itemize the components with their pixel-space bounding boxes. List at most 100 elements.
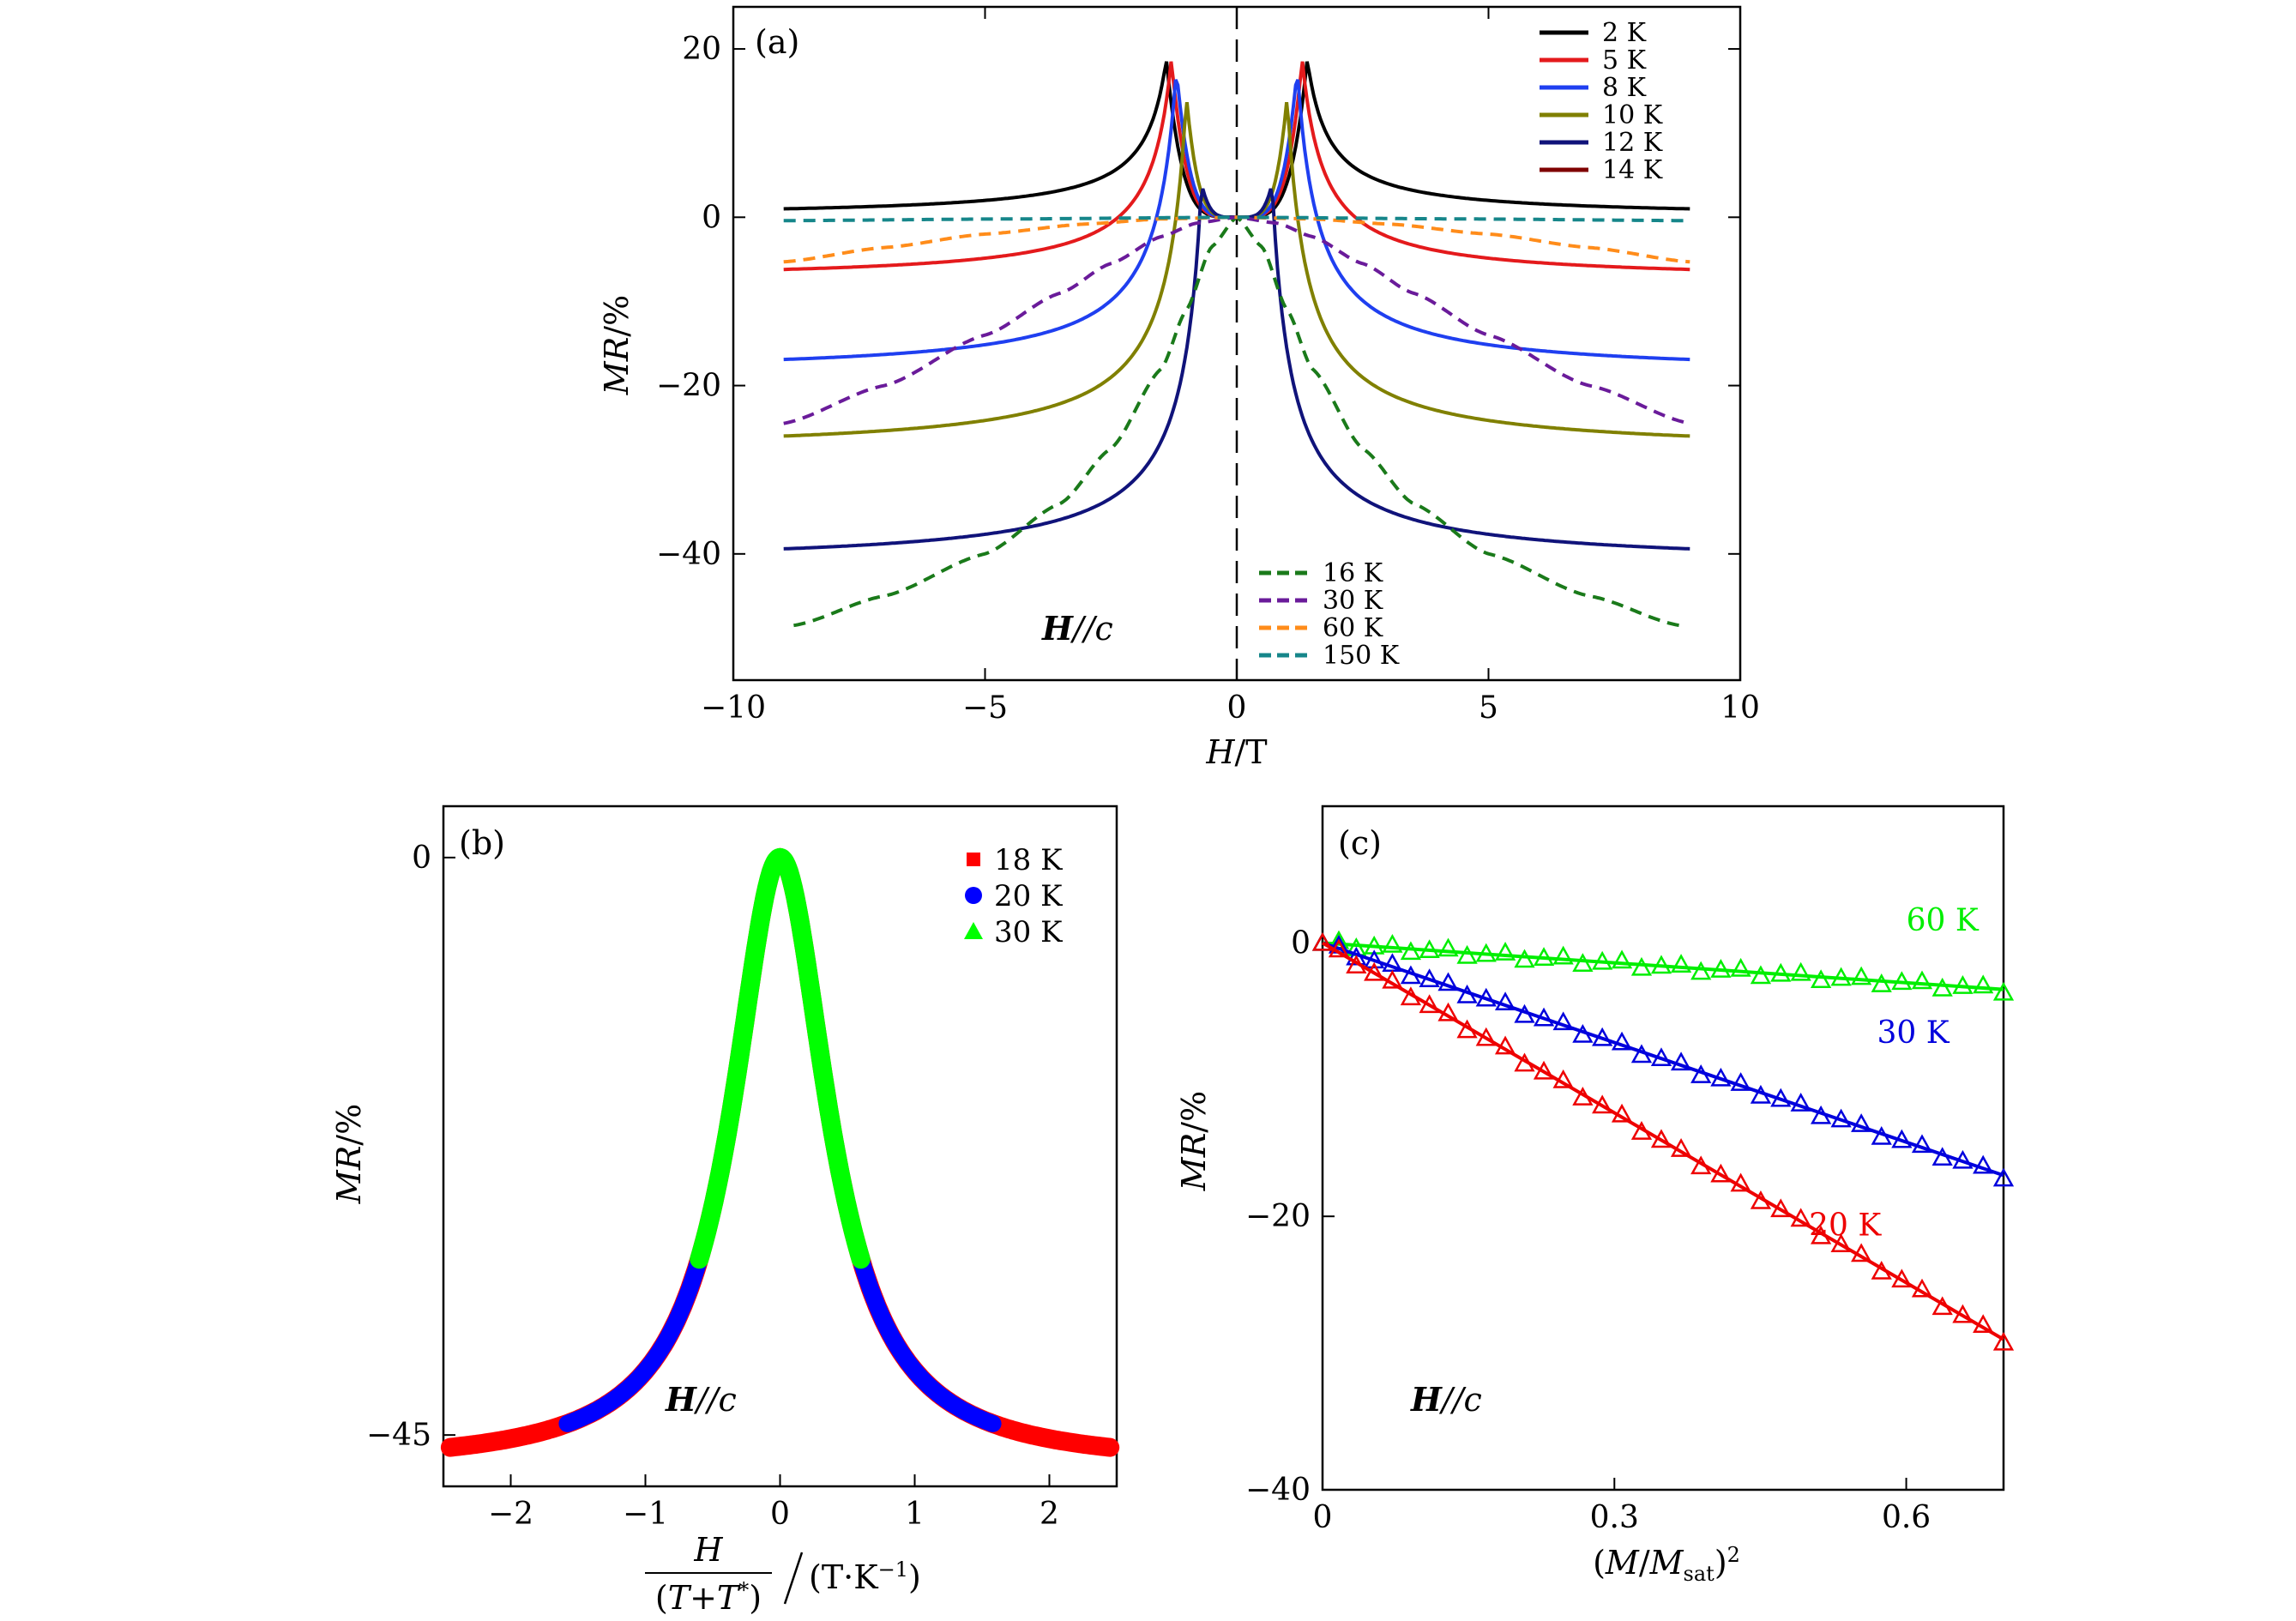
c-marker-20k [1364,961,1385,981]
c-marker-20k [1830,1233,1852,1253]
c-marker-20k [1572,1087,1594,1106]
c-marker-60k [1650,955,1672,974]
a-legend-label: 8 K [1602,73,1647,103]
c-marker-30k [1730,1072,1751,1091]
b-xtick-label: 2 [1040,1497,1059,1532]
c-marker-60k [1572,953,1594,972]
c-marker-20k [1437,1002,1459,1021]
c-marker-60k [1931,977,1953,997]
c-fit-60k [1322,941,2004,991]
a-legend-label: 2 K [1602,18,1647,48]
c-marker-20k [1952,1304,1974,1323]
panel-c-tag: (c) [1338,824,1382,862]
c-marker-20k [1552,1069,1574,1088]
c-series-label: 60 K [1907,903,1980,938]
panel-c-ylabel: MR/% [1175,1091,1213,1191]
c-marker-20k [1770,1198,1792,1218]
c-marker-30k [1830,1108,1852,1128]
svg-text:H: H [693,1531,723,1569]
a-ytick-label: −40 [656,537,721,572]
a-legend-label: 10 K [1602,100,1663,130]
c-marker-60k [1830,967,1852,986]
c-marker-30k [1456,984,1478,1003]
panel-c-frame [1321,804,2005,1491]
a-xtick-label: 5 [1479,690,1498,726]
c-marker-60k [1790,961,1811,981]
c-xtick-label: 0.3 [1590,1500,1639,1535]
c-marker-60k [1475,943,1497,962]
c-marker-20k [1400,986,1422,1006]
panel-b-annotation: H//c [665,1380,737,1419]
c-xtick-label: 0.6 [1882,1500,1931,1535]
c-marker-60k [1770,962,1792,982]
panel-a: −10 −5 0 5 10 −40 −20 0 20 (a) 2 K5 K8 K10 K12 K… [598,5,1760,771]
c-marker-30k [1437,972,1459,991]
c-marker-60k [1891,971,1913,991]
c-marker-20k [1382,969,1403,989]
b-xtick-label: 1 [905,1497,925,1532]
c-marker-20k [1419,994,1440,1014]
c-marker-30k [1552,1011,1574,1031]
b-xtick-label: 0 [770,1497,790,1532]
c-series-label: 30 K [1877,1015,1950,1051]
a-ytick-label: 20 [682,32,721,67]
c-marker-20k [1328,938,1350,958]
c-marker-30k [1871,1125,1892,1145]
c-marker-60k [1419,939,1440,959]
c-marker-60k [1750,965,1772,985]
c-marker-60k [1494,942,1516,961]
b-legend-label: 30 K [994,915,1063,949]
panel-a-annotation: H//c [1041,609,1113,648]
a-series-60k [783,215,1690,264]
c-marker-30k [1911,1134,1933,1154]
b-legend-marker [964,922,983,939]
c-marker-60k [1992,981,2015,1001]
c-marker-20k [1750,1190,1772,1209]
c-marker-30k [1710,1067,1732,1087]
c-marker-30k [1670,1052,1692,1071]
a-legend-label: 30 K [1323,586,1383,616]
b-legend-marker [967,853,980,866]
c-ytick-label: −40 [1245,1473,1311,1508]
c-ytick-label: 0 [1291,925,1311,961]
svg-text:(T·K−1): (T·K−1) [809,1558,921,1596]
c-marker-60k [1437,937,1459,957]
c-marker-20k [1690,1155,1712,1175]
a-legend-label: 14 K [1602,155,1663,185]
b-legend-marker [965,887,982,904]
c-marker-60k [1851,966,1872,985]
c-marker-20k [1730,1172,1751,1192]
c-marker-20k [1871,1260,1892,1280]
b-series-30k [690,847,871,1269]
c-marker-60k [1730,957,1751,977]
c-marker-20k [1494,1035,1516,1055]
panel-c-xlabel: (M/Msat)2 [1593,1543,1740,1586]
panel-a-ylabel: MR/% [598,295,636,395]
panel-a-tag: (a) [755,23,799,61]
c-marker-30k [1475,987,1497,1007]
c-marker-30k [1592,1027,1613,1046]
c-marker-60k [1400,941,1422,961]
c-marker-20k [1811,1225,1832,1244]
a-legend-label: 16 K [1323,558,1383,588]
a-legend-label: 5 K [1602,45,1647,75]
c-marker-30k [1851,1113,1872,1132]
a-series-150k [783,215,1690,223]
c-marker-60k [1811,969,1832,989]
c-marker-20k [1992,1331,2015,1351]
c-marker-20k [1533,1060,1555,1080]
panel-b: −2 −1 0 1 2 −45 0 (b) 18 K20 K30 K H//c MR/% H… [330,804,1120,1617]
c-marker-20k [1630,1121,1653,1140]
c-marker-60k [1973,974,1994,994]
c-marker-30k [1790,1093,1811,1112]
b-ytick-label: −45 [366,1418,431,1453]
a-xtick-label: 0 [1227,690,1247,726]
c-marker-60k [1670,954,1692,973]
c-marker-30k [1533,1007,1555,1027]
c-marker-30k [1992,1167,2015,1187]
c-marker-20k [1911,1278,1933,1298]
c-marker-20k [1514,1052,1535,1072]
c-marker-60k [1871,973,1892,992]
c-marker-30k [1611,1031,1633,1051]
c-marker-30k [1750,1084,1772,1104]
